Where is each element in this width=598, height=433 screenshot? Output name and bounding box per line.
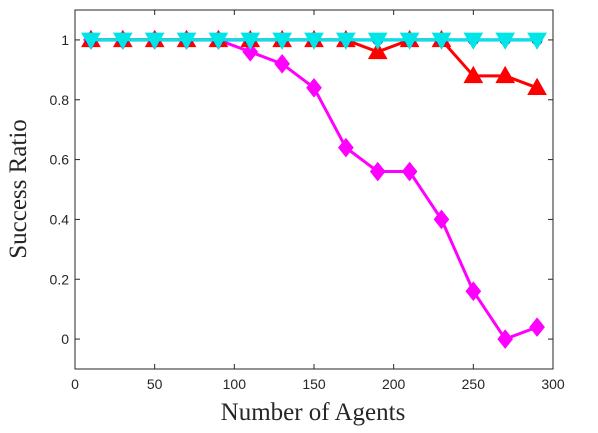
y-tick-label: 1 [61,32,69,48]
data-point [369,161,386,182]
data-point [463,32,484,50]
ticks-layer: 0 50 100 150 200 250 300 0 0.2 0.4 0.6 0.8 1 [50,10,565,392]
data-point [81,32,101,50]
data-point [431,32,452,50]
x-tick-label: 150 [302,376,326,392]
data-point [242,42,259,62]
data-point [527,32,547,50]
data-point [240,32,261,50]
data-point [274,54,290,74]
data-point [401,161,418,182]
data-point [112,32,133,50]
x-tick-label: 100 [223,376,247,392]
data-point [465,281,482,302]
y-tick-label: 0.6 [50,152,70,168]
data-point [433,209,450,230]
data-point [527,77,547,96]
plot-area-box [74,9,554,370]
x-tick-label: 250 [462,376,486,392]
x-tick-label: 50 [147,376,163,392]
data-point [367,41,388,60]
data-point [463,65,484,84]
data-point [497,329,514,349]
y-tick-label: 0 [61,331,69,347]
y-tick-label: 0.8 [50,92,70,108]
x-tick-label: 300 [541,376,565,392]
data-point [338,137,354,158]
plot-frame [74,9,554,370]
data-point [144,32,165,50]
y-tick-label: 0.4 [50,211,70,227]
x-tick-label: 200 [382,376,406,392]
y-tick-label: 0.2 [50,271,70,287]
data-point [272,32,292,50]
data-point [336,32,356,50]
data-point [304,32,324,50]
data-point [176,32,197,50]
series-layer [81,29,547,349]
series-triangle-down [81,32,547,50]
x-axis-title: Number of Agents [221,399,406,426]
x-tick-label: 0 [71,376,79,392]
y-axis-title: Success Ratio [5,119,32,259]
data-point [306,77,322,98]
data-point [399,32,420,50]
data-point [208,32,229,50]
data-point [495,65,516,84]
data-point [529,317,545,337]
data-point [367,32,388,50]
data-point [495,32,516,50]
